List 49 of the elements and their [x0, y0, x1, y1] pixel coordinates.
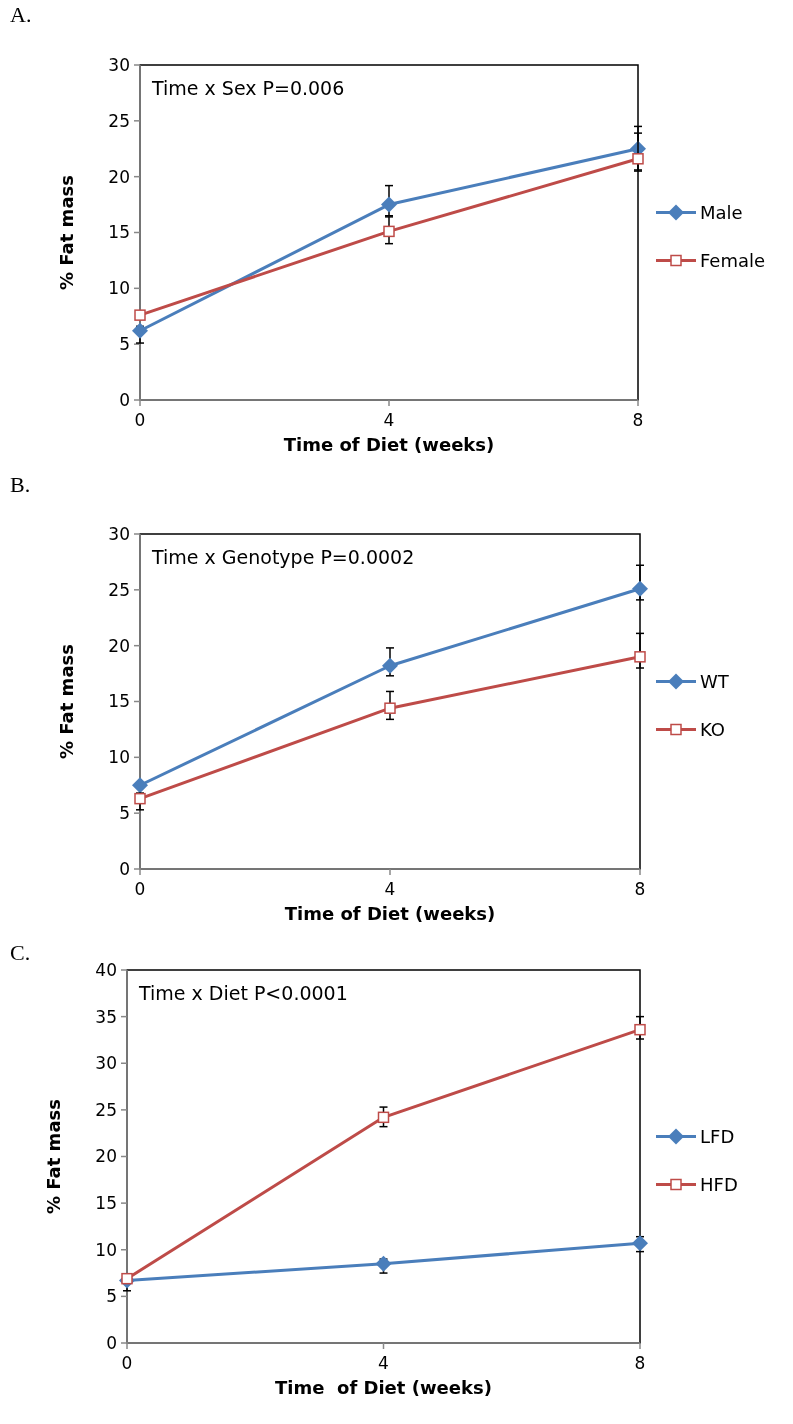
y-tick-label: 10 [95, 1239, 117, 1260]
legend-label: Male [700, 201, 743, 223]
y-tick-label: 25 [95, 1099, 117, 1120]
annotation: Time x Sex P=0.006 [151, 77, 345, 99]
chart-title: A. [10, 2, 32, 27]
y-tick-label: 25 [108, 110, 130, 131]
y-tick-label: 15 [108, 691, 130, 712]
legend-label: KO [700, 718, 725, 740]
legend-label: Female [700, 249, 766, 271]
y-tick-label: 5 [119, 334, 130, 355]
chart-title: B. [10, 472, 31, 497]
y-tick-label: 20 [108, 635, 130, 656]
x-tick-label: 4 [378, 1353, 389, 1373]
y-tick-label: 10 [108, 747, 130, 768]
x-tick-label: 4 [384, 879, 396, 899]
annotation: Time x Genotype P=0.0002 [151, 546, 415, 568]
y-tick-label: 15 [95, 1193, 117, 1214]
y-tick-label: 40 [95, 959, 117, 980]
y-axis-title: % Fat mass [43, 1099, 64, 1214]
chart-title: C. [10, 940, 31, 965]
y-tick-label: 15 [108, 222, 130, 243]
x-tick-label: 0 [134, 879, 146, 899]
x-tick-label: 8 [632, 410, 644, 430]
y-axis-title: % Fat mass [56, 644, 77, 759]
y-tick-label: 5 [119, 803, 130, 824]
y-tick-label: 35 [95, 1006, 117, 1027]
y-tick-label: 0 [119, 858, 130, 879]
y-tick-label: 0 [106, 1332, 117, 1353]
x-axis-title: Time of Diet (weeks) [284, 903, 496, 924]
x-tick-label: 8 [634, 879, 646, 899]
legend-label: LFD [700, 1125, 735, 1147]
y-tick-label: 5 [106, 1286, 117, 1307]
y-tick-label: 30 [108, 54, 130, 75]
x-tick-label: 4 [383, 410, 395, 430]
y-tick-label: 20 [108, 166, 130, 187]
x-axis-title: Time of Diet (weeks) [275, 1377, 492, 1398]
y-tick-label: 25 [108, 579, 130, 600]
x-tick-label: 8 [634, 1353, 646, 1373]
annotation: Time x Diet P<0.0001 [138, 982, 348, 1004]
y-tick-label: 20 [95, 1146, 117, 1167]
y-tick-label: 0 [119, 389, 130, 410]
y-tick-label: 30 [108, 523, 130, 544]
y-tick-label: 30 [95, 1053, 117, 1074]
y-axis-title: % Fat mass [56, 175, 77, 290]
legend-label: HFD [700, 1173, 738, 1195]
x-tick-label: 0 [134, 410, 146, 430]
y-tick-label: 10 [108, 278, 130, 299]
x-axis-title: Time of Diet (weeks) [283, 434, 495, 455]
legend-label: WT [700, 670, 730, 692]
